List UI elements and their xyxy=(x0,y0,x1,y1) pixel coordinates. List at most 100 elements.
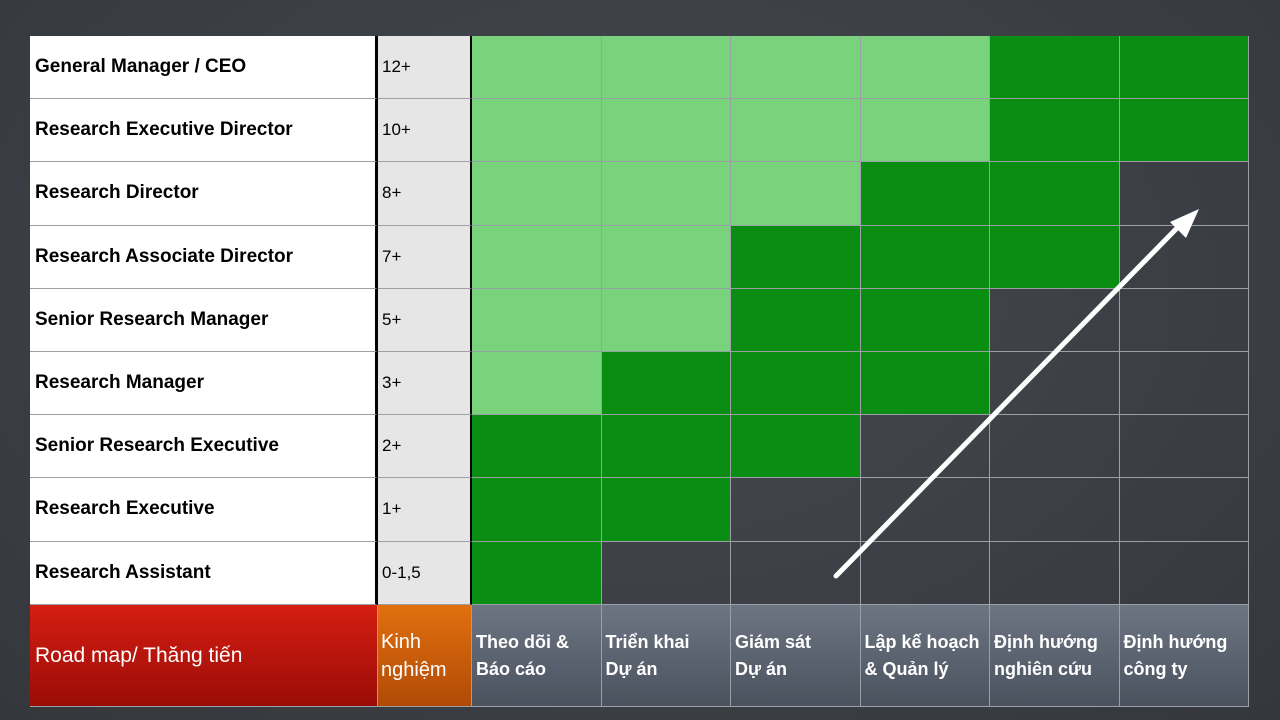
skill-cell-none xyxy=(1119,415,1249,479)
column-header-text: Theo dõi & Báo cáo xyxy=(476,629,569,683)
experience-years: 2+ xyxy=(378,415,472,479)
experience-years: 8+ xyxy=(378,162,472,226)
skill-cell-dark xyxy=(472,541,602,605)
role-title: General Manager / CEO xyxy=(30,36,378,100)
skill-cell-dark xyxy=(860,352,990,416)
skill-cell-dark xyxy=(601,415,731,479)
column-header-text: Lập kế hoạch & Quản lý xyxy=(865,629,980,683)
skill-cell-none xyxy=(1119,478,1249,542)
skill-cell-light xyxy=(601,99,731,163)
role-title: Research Executive Director xyxy=(30,99,378,163)
skill-cell-none xyxy=(1119,352,1249,416)
experience-years: 5+ xyxy=(378,288,472,352)
skill-cell-light xyxy=(601,162,731,226)
skill-cell-light xyxy=(601,36,731,100)
skill-cell-light xyxy=(472,162,602,226)
skill-cell-light xyxy=(472,36,602,100)
experience-years: 0-1,5 xyxy=(378,541,472,605)
skill-cell-dark xyxy=(990,99,1120,163)
skill-cell-none xyxy=(990,288,1120,352)
skill-cell-dark xyxy=(731,352,861,416)
column-header-line: Dự án xyxy=(735,658,788,679)
experience-header-line: Kinh xyxy=(381,630,422,653)
column-header-text: Định hướng công ty xyxy=(1124,629,1228,683)
column-header: Triển khai Dự án xyxy=(601,605,731,707)
skill-cell-dark xyxy=(990,162,1120,226)
skill-cell-light xyxy=(731,99,861,163)
experience-years: 3+ xyxy=(378,352,472,416)
experience-years: 1+ xyxy=(378,478,472,542)
skill-cell-dark xyxy=(860,288,990,352)
skill-cell-light xyxy=(472,225,602,289)
experience-years: 10+ xyxy=(378,99,472,163)
experience-header: Kinh nghiệm xyxy=(378,605,472,707)
skill-cell-light xyxy=(472,352,602,416)
skill-cell-dark xyxy=(601,478,731,542)
skill-cell-none xyxy=(860,415,990,479)
role-title: Research Manager xyxy=(30,352,378,416)
skill-cell-light xyxy=(731,162,861,226)
skill-cell-none xyxy=(860,541,990,605)
role-title: Research Director xyxy=(30,162,378,226)
column-header-line: Định hướng xyxy=(994,631,1098,652)
skill-cell-none xyxy=(731,478,861,542)
column-header-text: Giám sát Dự án xyxy=(735,629,811,683)
column-header-line: & Quản lý xyxy=(864,658,949,679)
skill-cell-light xyxy=(601,225,731,289)
skill-cell-none xyxy=(990,541,1120,605)
skill-cell-none xyxy=(990,478,1120,542)
roadmap-label: Road map/ Thăng tiến xyxy=(30,605,378,707)
role-title: Research Executive xyxy=(30,478,378,542)
skill-cell-dark xyxy=(860,225,990,289)
skill-cell-none xyxy=(860,478,990,542)
column-header-line: Triển khai xyxy=(605,631,690,652)
column-header-line: Theo dõi & xyxy=(476,631,569,652)
role-title: Senior Research Manager xyxy=(30,288,378,352)
experience-years: 12+ xyxy=(378,36,472,100)
career-matrix: General Manager / CEO 12+ Research Executi… xyxy=(30,36,1251,707)
skill-cell-light xyxy=(860,99,990,163)
column-header-text: Triển khai Dự án xyxy=(606,629,690,683)
skill-cell-dark xyxy=(990,225,1120,289)
skill-cell-light xyxy=(472,288,602,352)
skill-cell-light xyxy=(731,36,861,100)
column-header-line: Giám sát xyxy=(735,631,812,652)
column-header-line: Định hướng xyxy=(1123,631,1228,652)
column-header-line: nghiên cứu xyxy=(994,658,1093,679)
skill-cell-light xyxy=(601,288,731,352)
experience-years: 7+ xyxy=(378,225,472,289)
skill-cell-dark xyxy=(472,415,602,479)
column-header: Theo dõi & Báo cáo xyxy=(472,605,602,707)
skill-cell-light xyxy=(860,36,990,100)
skill-cell-none xyxy=(731,541,861,605)
column-header: Định hướng nghiên cứu xyxy=(990,605,1120,707)
skill-cell-dark xyxy=(731,288,861,352)
role-title: Research Assistant xyxy=(30,541,378,605)
skill-cell-dark xyxy=(1119,99,1249,163)
role-title: Research Associate Director xyxy=(30,225,378,289)
experience-header-text: Kinh nghiệm xyxy=(381,628,447,684)
skill-cell-none xyxy=(1119,288,1249,352)
column-header-line: Báo cáo xyxy=(476,658,547,679)
skill-cell-dark xyxy=(731,415,861,479)
skill-cell-dark xyxy=(472,478,602,542)
skill-cell-dark xyxy=(990,36,1120,100)
column-header-line: công ty xyxy=(1123,658,1188,679)
skill-cell-none xyxy=(1119,225,1249,289)
skill-cell-dark xyxy=(731,225,861,289)
skill-cell-dark xyxy=(860,162,990,226)
experience-header-line: nghiệm xyxy=(381,658,447,681)
column-header-line: Lập kế hoạch xyxy=(864,631,980,652)
skill-cell-light xyxy=(472,99,602,163)
column-header: Định hướng công ty xyxy=(1119,605,1249,707)
column-header-text: Định hướng nghiên cứu xyxy=(994,629,1098,683)
column-header: Giám sát Dự án xyxy=(731,605,861,707)
skill-cell-none xyxy=(990,415,1120,479)
skill-cell-none xyxy=(601,541,731,605)
skill-cell-none xyxy=(990,352,1120,416)
column-header-line: Dự án xyxy=(605,658,658,679)
role-title: Senior Research Executive xyxy=(30,415,378,479)
skill-cell-none xyxy=(1119,162,1249,226)
column-header: Lập kế hoạch & Quản lý xyxy=(860,605,990,707)
skill-cell-dark xyxy=(1119,36,1249,100)
